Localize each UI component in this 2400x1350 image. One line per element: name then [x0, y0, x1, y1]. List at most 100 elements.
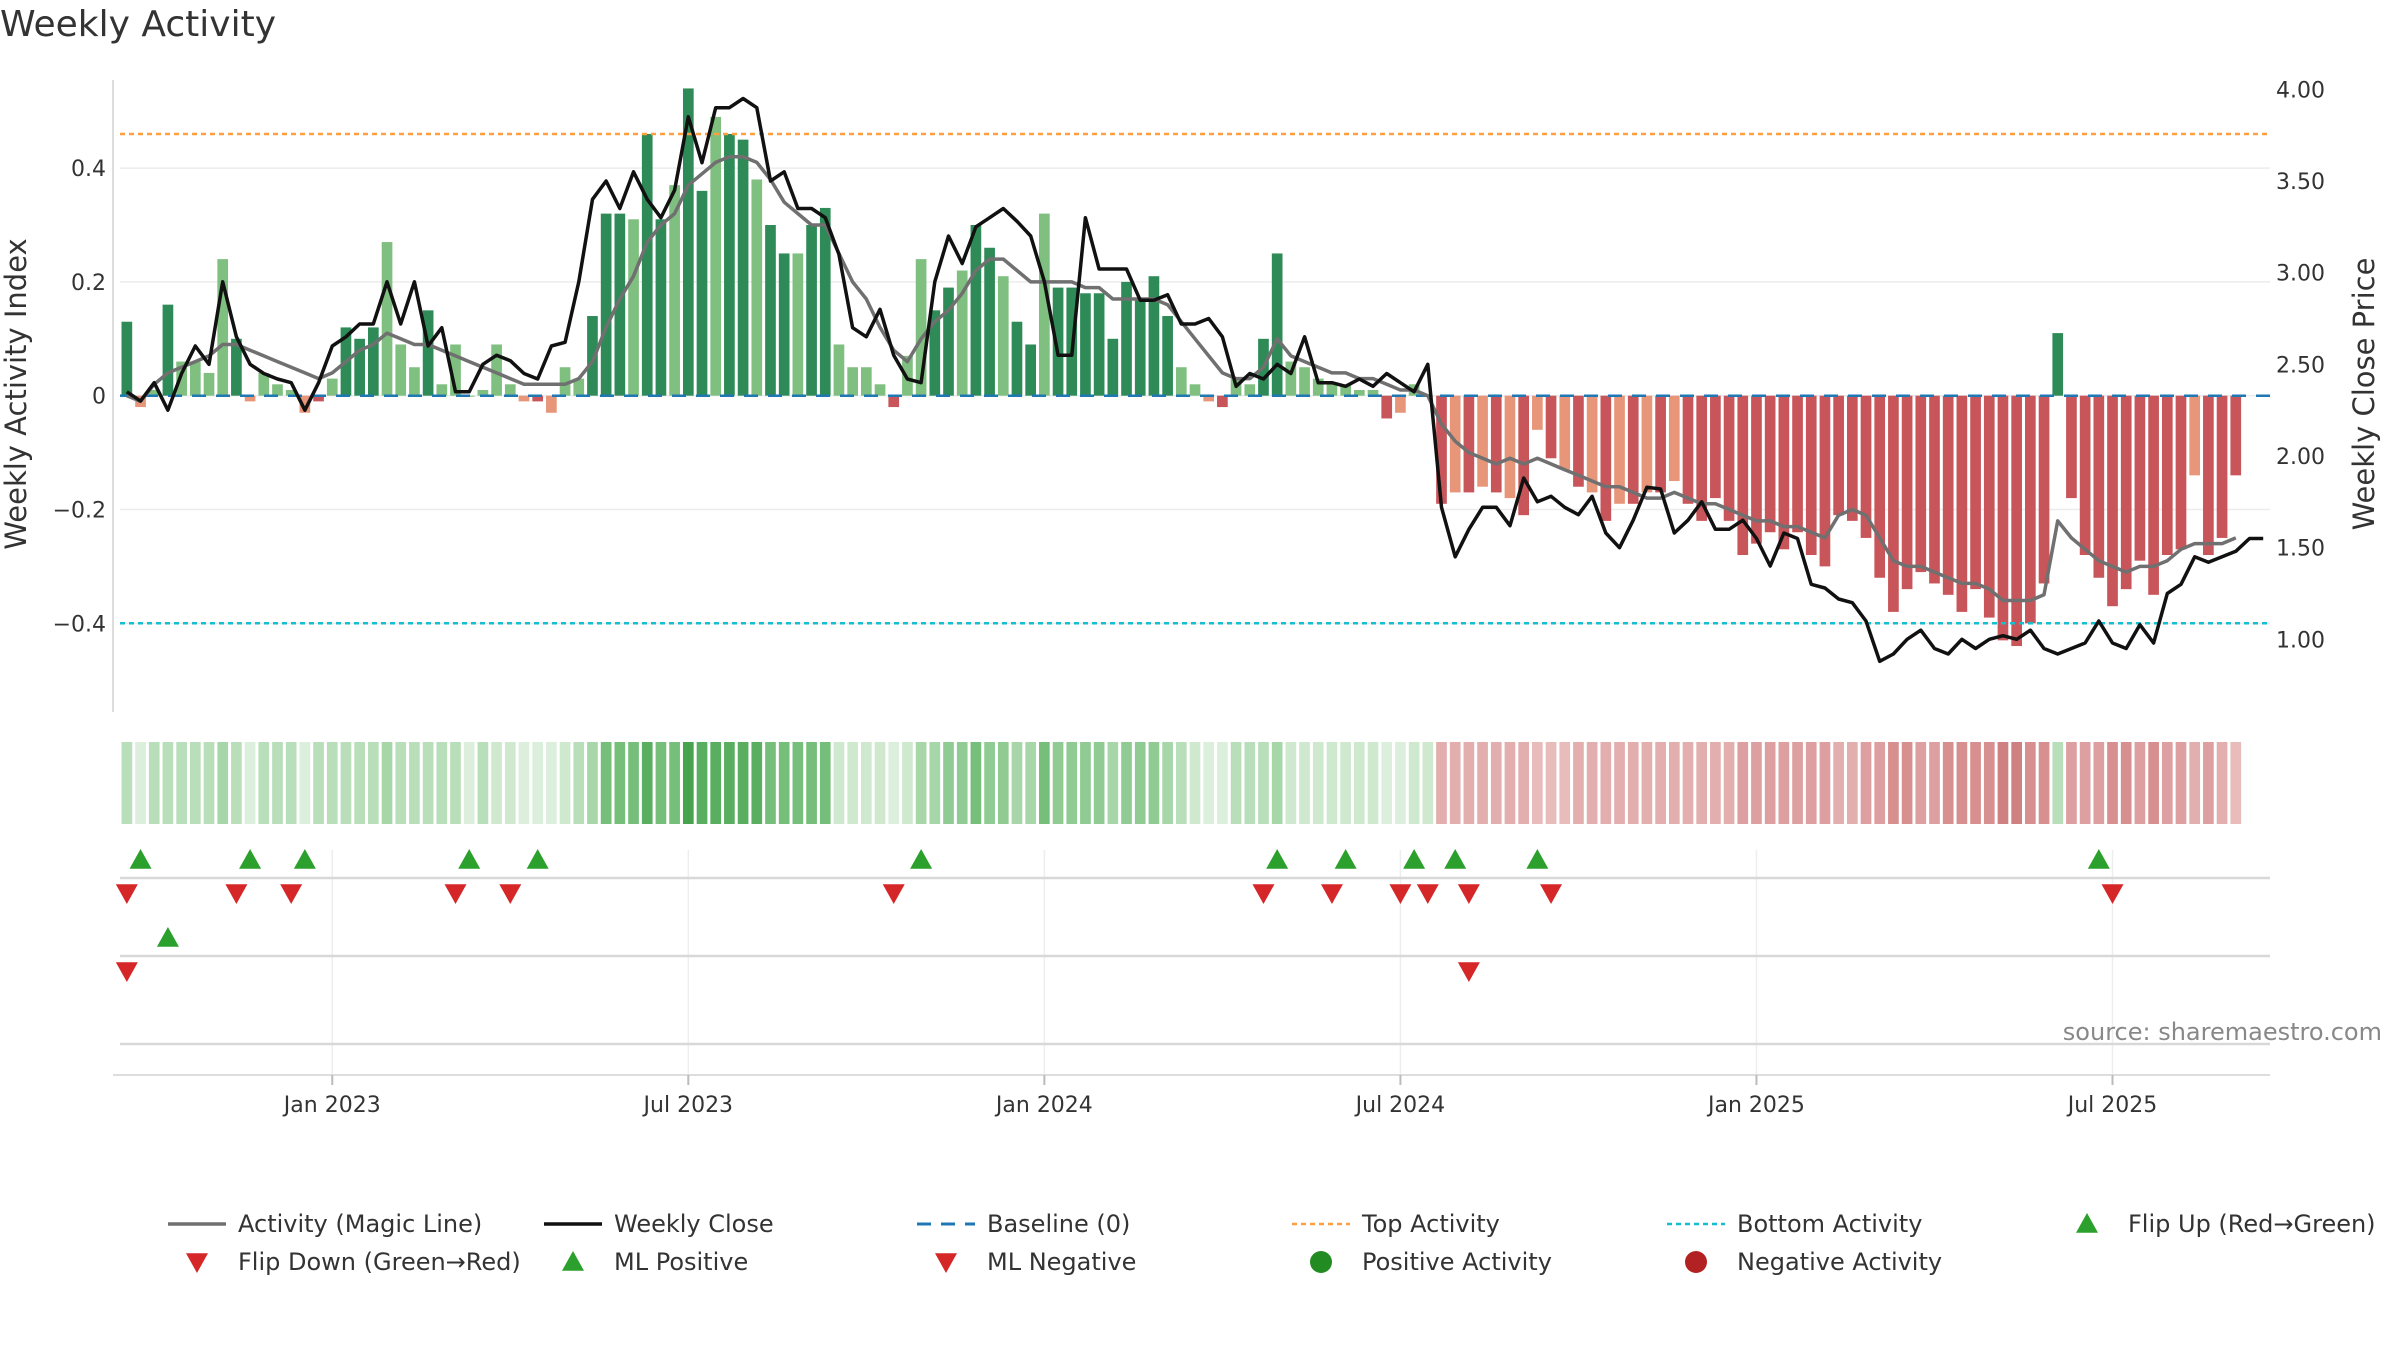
- x-tick-label: Jan 2023: [282, 1093, 381, 1118]
- heat-cell: [2189, 742, 2201, 824]
- grid-lines: [120, 167, 2270, 1075]
- heat-cell: [1970, 742, 1981, 824]
- heat-cell: [888, 742, 900, 824]
- activity-bar: [1970, 395, 1981, 590]
- heat-cell: [450, 742, 461, 824]
- activity-bar: [148, 390, 160, 396]
- activity-bar: [1751, 395, 1762, 544]
- heat-cell: [121, 742, 133, 824]
- heat-cell: [751, 742, 763, 824]
- heat-cell: [1819, 742, 1831, 824]
- activity-bar: [1956, 395, 1968, 612]
- heat-cell: [2120, 742, 2132, 824]
- activity-bar: [751, 179, 763, 396]
- heat-cell: [395, 742, 407, 824]
- activity-bar: [1710, 395, 1721, 499]
- heat-cell: [2038, 742, 2050, 824]
- heat-cell: [1901, 742, 1913, 824]
- reference-lines: [120, 132, 2270, 625]
- heat-cell: [2025, 742, 2036, 824]
- right-tick-label: 2.00: [2276, 445, 2325, 470]
- flip-down-marker: [1540, 884, 1563, 904]
- heat-cell: [463, 742, 475, 824]
- activity-bar: [450, 344, 461, 396]
- activity-bar: [285, 390, 297, 396]
- activity-bar: [1901, 395, 1913, 590]
- heat-cell: [1641, 742, 1653, 824]
- heat-cell: [1929, 742, 1940, 824]
- heat-cell: [1668, 742, 1680, 824]
- activity-bar: [1586, 395, 1598, 493]
- right-tick-label: 2.50: [2276, 353, 2325, 378]
- activity-bar: [1819, 395, 1831, 567]
- heat-cell: [1162, 742, 1173, 824]
- heat-cell: [1833, 742, 1844, 824]
- heat-cell: [1600, 742, 1612, 824]
- heat-cell: [1477, 742, 1488, 824]
- heat-cell: [2093, 742, 2105, 824]
- heat-cell: [1107, 742, 1119, 824]
- activity-bar: [1080, 293, 1091, 396]
- right-tick-label: 4.00: [2276, 78, 2325, 103]
- heat-cell: [641, 742, 653, 824]
- heat-cell: [2175, 742, 2187, 824]
- activity-bar: [1983, 395, 1995, 618]
- activity-bar: [2175, 395, 2187, 550]
- activity-bar: [847, 367, 858, 396]
- activity-bar: [724, 133, 735, 396]
- heat-cell: [970, 742, 982, 824]
- activity-bar: [806, 225, 817, 396]
- heat-cell: [847, 742, 858, 824]
- flip-down-marker: [882, 884, 905, 904]
- activity-bar: [1381, 395, 1393, 419]
- activity-bar: [1723, 395, 1735, 521]
- heat-cell: [1271, 742, 1283, 824]
- activity-bar: [436, 384, 448, 396]
- heat-cell: [1627, 742, 1639, 824]
- activity-bar: [970, 225, 982, 396]
- activity-bar: [1299, 367, 1310, 396]
- flip-up-marker: [1444, 849, 1467, 869]
- activity-bar: [1600, 395, 1612, 521]
- activity-bar: [943, 287, 954, 396]
- legend-swatch-circle: [1310, 1251, 1332, 1273]
- activity-bar: [244, 395, 256, 402]
- heat-cell: [299, 742, 311, 824]
- heat-cell: [587, 742, 598, 824]
- heat-cell: [2230, 742, 2242, 824]
- activity-bar: [860, 367, 872, 396]
- heat-cell: [724, 742, 735, 824]
- activity-bar: [1929, 395, 1940, 584]
- heat-cell: [1573, 742, 1584, 824]
- legend-item: Weekly Close: [544, 1210, 774, 1238]
- activity-bar: [765, 225, 776, 396]
- left-tick-label: 0.4: [71, 157, 106, 182]
- activity-bar: [2148, 395, 2159, 595]
- heat-cell: [819, 742, 831, 824]
- heat-cell: [2203, 742, 2214, 824]
- heat-cell: [682, 742, 694, 824]
- heat-cell: [559, 742, 571, 824]
- activity-bar: [1217, 395, 1228, 408]
- activity-bar: [915, 259, 927, 396]
- left-tick-label: 0.2: [71, 271, 106, 296]
- heat-cell: [1915, 742, 1927, 824]
- heat-strip: [121, 742, 2242, 824]
- heat-cell: [1888, 742, 1899, 824]
- heat-cell: [148, 742, 160, 824]
- heat-cell: [1080, 742, 1091, 824]
- heat-cell: [806, 742, 817, 824]
- heat-cell: [326, 742, 338, 824]
- activity-bar: [573, 378, 585, 396]
- activity-bar: [1490, 395, 1502, 493]
- heat-cell: [436, 742, 448, 824]
- flip-down-marker: [115, 884, 138, 904]
- heat-cell: [669, 742, 680, 824]
- ml-positive-marker: [156, 927, 179, 947]
- heat-cell: [1956, 742, 1968, 824]
- heat-cell: [1025, 742, 1037, 824]
- activity-bar: [1888, 395, 1899, 612]
- activity-bar: [1545, 395, 1557, 459]
- activity-bar: [1121, 281, 1132, 396]
- heat-cell: [354, 742, 365, 824]
